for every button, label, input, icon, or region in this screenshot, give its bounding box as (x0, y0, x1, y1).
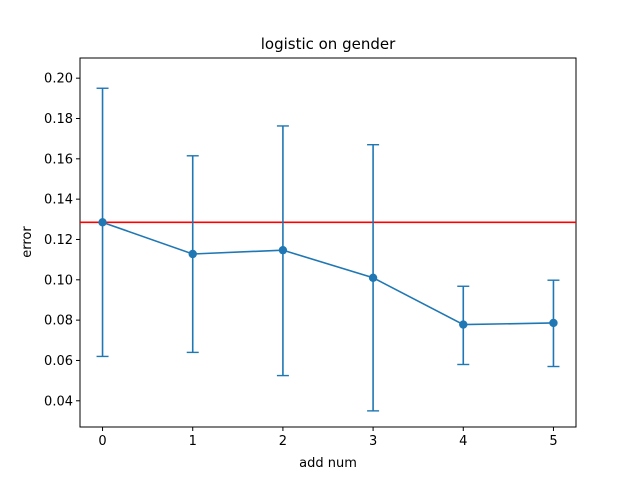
y-axis-label: error (20, 226, 35, 258)
chart-title: logistic on gender (261, 35, 396, 53)
data-point (188, 249, 197, 259)
x-tick-label: 1 (189, 434, 197, 449)
y-tick-label: 0.20 (44, 72, 73, 87)
data-point (368, 273, 378, 282)
y-tick-label: 0.14 (44, 193, 73, 208)
axes-frame (79, 57, 577, 428)
x-tick-label: 2 (279, 434, 287, 449)
data-point (98, 218, 107, 227)
data-point (459, 320, 468, 329)
y-tick-label: 0.12 (44, 233, 73, 248)
x-axis-label: add num (299, 456, 357, 471)
x-tick-label: 3 (369, 434, 377, 449)
x-tick-label: 5 (549, 434, 557, 449)
y-tick-label: 0.06 (44, 354, 73, 369)
y-tick-label: 0.16 (44, 152, 73, 167)
x-tick-label: 0 (98, 434, 106, 449)
y-tick-label: 0.10 (44, 273, 73, 288)
y-tick-label: 0.18 (44, 112, 73, 127)
data-point (278, 245, 288, 255)
data-point (549, 318, 558, 328)
plot-area: 0 1 2 3 4 5 0.04 0.06 0.08 0.10 0.12 0.14 0.16 0.18 0.… (44, 57, 577, 449)
y-tick-label: 0.08 (44, 314, 73, 329)
x-tick-label: 4 (459, 434, 467, 449)
series-line (102, 221, 554, 326)
y-tick-label: 0.04 (44, 394, 73, 409)
